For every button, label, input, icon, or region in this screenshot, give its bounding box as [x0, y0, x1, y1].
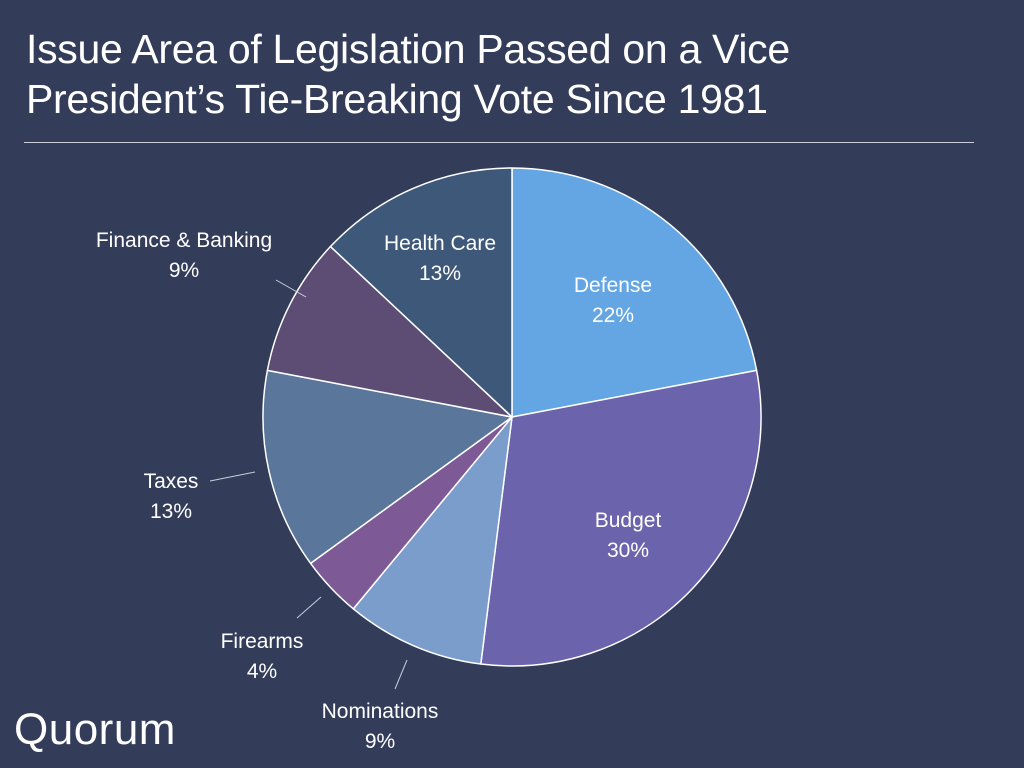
pie-labels: Defense 22% Budget 30% Nominations 9% Firearms…	[96, 229, 662, 753]
slice-label-budget: Budget	[595, 509, 662, 532]
leader-line-taxes	[209, 471, 256, 482]
quorum-logo: Quorum	[14, 705, 176, 754]
pie-slice-finance-and-banking	[266, 245, 513, 418]
slice-value-budget: 30%	[607, 539, 649, 562]
slice-value-firearms: 4%	[247, 660, 277, 683]
pie-slice-health-care	[329, 167, 513, 418]
slice-label-finance-and-banking: Finance & Banking	[96, 229, 272, 252]
chart-title-line-1: Issue Area of Legislation Passed on a Vi…	[26, 26, 790, 72]
pie-slice-budget	[480, 369, 762, 667]
chart-title: Issue Area of Legislation Passed on a Vi…	[26, 24, 986, 124]
pie-slice-nominations	[352, 416, 513, 665]
slice-value-defense: 22%	[592, 304, 634, 327]
pie-slice-taxes	[262, 369, 513, 565]
slice-label-firearms: Firearms	[221, 630, 304, 653]
pie-slice-defense	[511, 167, 758, 418]
chart-title-line-2: President’s Tie-Breaking Vote Since 1981	[26, 76, 768, 122]
slice-value-nominations: 9%	[365, 730, 395, 753]
leader-line-finance-and-banking	[275, 279, 307, 298]
leader-line-nominations	[394, 659, 408, 690]
title-divider	[24, 142, 974, 143]
slice-label-nominations: Nominations	[322, 700, 439, 723]
leader-line-firearms	[296, 596, 322, 619]
pie-slices	[262, 167, 762, 667]
slice-value-finance-and-banking: 9%	[169, 259, 199, 282]
slice-value-taxes: 13%	[150, 500, 192, 523]
slice-label-taxes: Taxes	[144, 470, 199, 493]
slice-value-health-care: 13%	[419, 262, 461, 285]
slice-label-health-care: Health Care	[384, 232, 496, 255]
slice-label-defense: Defense	[574, 274, 652, 297]
